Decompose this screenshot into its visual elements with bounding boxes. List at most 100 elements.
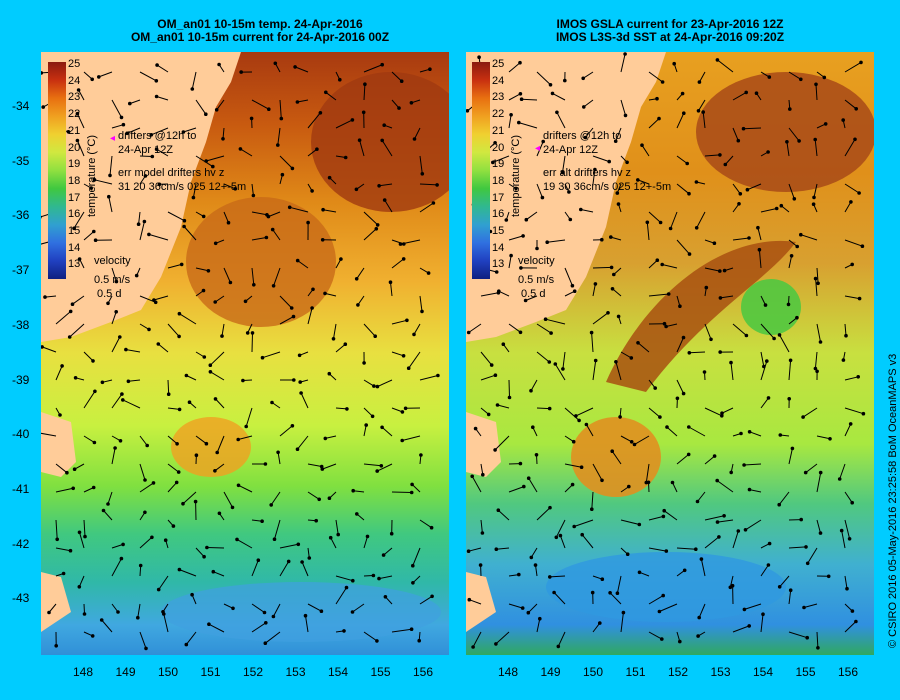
velocity-arrow-head bbox=[154, 94, 159, 99]
velocity-arrow-head bbox=[100, 380, 105, 385]
latitude-tick-label: -37 bbox=[12, 263, 30, 278]
velocity-arrow bbox=[676, 547, 696, 550]
velocity-arrow bbox=[157, 343, 169, 353]
velocity-arrow-head bbox=[179, 262, 184, 267]
velocity-arrow-head bbox=[694, 547, 698, 551]
velocity-arrow-head bbox=[509, 113, 513, 117]
velocity-arrow bbox=[251, 237, 267, 241]
velocity-arrow bbox=[814, 351, 818, 369]
velocity-arrow-head bbox=[577, 418, 581, 423]
velocity-arrow bbox=[55, 547, 71, 552]
velocity-arrow-head bbox=[610, 287, 615, 291]
velocity-arrow bbox=[279, 99, 282, 119]
velocity-arrow-head bbox=[786, 302, 791, 307]
velocity-arrow-head bbox=[790, 446, 795, 451]
velocity-arrow bbox=[721, 407, 734, 414]
velocity-arrow bbox=[408, 351, 421, 369]
velocity-arrow bbox=[732, 91, 747, 101]
velocity-arrow bbox=[179, 313, 197, 325]
velocity-arrow-head bbox=[382, 123, 387, 127]
longitude-tick-label: 149 bbox=[115, 665, 136, 679]
velocity-arrow-head bbox=[550, 91, 555, 96]
velocity-arrow-head bbox=[420, 172, 425, 176]
velocity-arrow-head bbox=[637, 522, 642, 527]
land-mainland bbox=[466, 52, 666, 342]
colorbar-tick-label: 13 bbox=[68, 258, 81, 271]
velocity-arrow bbox=[419, 519, 432, 529]
velocity-arrow-head bbox=[473, 426, 478, 431]
velocity-arrow-head bbox=[799, 232, 803, 237]
velocity-arrow bbox=[702, 112, 706, 129]
velocity-arrow bbox=[645, 463, 650, 483]
velocity-arrow bbox=[536, 507, 551, 521]
velocity-arrow-head bbox=[772, 336, 776, 341]
velocity-arrow-head bbox=[343, 342, 348, 347]
velocity-arrow-head bbox=[177, 334, 181, 339]
velocity-arrow-head bbox=[364, 423, 369, 427]
velocity-arrow-head bbox=[320, 467, 325, 471]
velocity-arrow-head bbox=[540, 195, 545, 200]
velocity-arrow-head bbox=[789, 254, 794, 258]
velocity-arrow bbox=[251, 211, 267, 216]
velocity-arrow-head bbox=[767, 75, 772, 79]
velocity-arrow bbox=[508, 379, 510, 398]
velocity-arrow-head bbox=[217, 511, 222, 516]
velocity-arrow-head bbox=[190, 592, 194, 597]
velocity-arrow-head bbox=[187, 400, 192, 405]
velocity-arrow bbox=[688, 426, 706, 437]
velocity-arrow bbox=[384, 199, 393, 213]
velocity-arrow-head bbox=[41, 71, 44, 75]
velocity-arrow-head bbox=[383, 595, 388, 599]
velocity-arrow-head bbox=[295, 447, 300, 452]
land-south bbox=[41, 572, 71, 632]
velocity-arrow-head bbox=[260, 519, 264, 523]
velocity-arrow-head bbox=[379, 464, 384, 468]
velocity-arrow-head bbox=[792, 197, 797, 201]
velocity-arrow-head bbox=[276, 143, 280, 147]
velocity-arrow bbox=[802, 407, 818, 418]
left-drifters-label-1: drifters @12h to bbox=[118, 130, 197, 142]
velocity-arrow-head bbox=[221, 137, 225, 141]
velocity-arrow-head bbox=[723, 162, 728, 167]
velocity-arrow-head bbox=[623, 113, 628, 118]
velocity-arrow bbox=[274, 519, 281, 540]
velocity-arrow bbox=[615, 127, 622, 142]
velocity-arrow-head bbox=[533, 563, 538, 567]
velocity-arrow-head bbox=[162, 612, 166, 616]
velocity-arrow-head bbox=[613, 139, 618, 143]
velocity-arrow bbox=[704, 455, 715, 465]
velocity-arrow-head bbox=[655, 258, 660, 262]
velocity-arrow-head bbox=[494, 642, 498, 646]
velocity-arrow bbox=[279, 155, 293, 169]
velocity-arrow-head bbox=[228, 280, 233, 285]
velocity-arrow-head bbox=[729, 470, 733, 475]
velocity-arrow-head bbox=[547, 406, 552, 411]
left-title: OM_an01 10-15m temp. 24-Apr-2016 OM_an01… bbox=[60, 18, 460, 44]
velocity-arrow-head bbox=[235, 537, 239, 542]
velocity-arrow-head bbox=[297, 353, 302, 358]
velocity-arrow-head bbox=[420, 309, 424, 314]
velocity-arrow bbox=[167, 379, 170, 395]
longitude-tick-label: 150 bbox=[158, 665, 179, 679]
velocity-arrow-head bbox=[709, 337, 713, 342]
velocity-arrow-head bbox=[314, 518, 319, 523]
velocity-arrow bbox=[183, 127, 197, 133]
velocity-arrow bbox=[122, 399, 141, 409]
velocity-arrow-head bbox=[155, 63, 159, 67]
velocity-arrow bbox=[472, 631, 482, 648]
latitude-tick-label: -34 bbox=[12, 99, 30, 113]
velocity-arrow-head bbox=[547, 360, 552, 364]
velocity-arrow bbox=[575, 407, 594, 417]
velocity-arrow-head bbox=[743, 528, 748, 532]
velocity-arrow-head bbox=[636, 341, 640, 345]
velocity-arrow-head bbox=[90, 634, 95, 638]
velocity-arrow-head bbox=[722, 514, 726, 518]
velocity-arrow bbox=[536, 351, 550, 363]
velocity-arrow-head bbox=[640, 143, 644, 147]
velocity-arrow-head bbox=[372, 384, 376, 388]
velocity-arrow bbox=[698, 603, 706, 618]
velocity-arrow-head bbox=[531, 425, 535, 430]
velocity-arrow-head bbox=[799, 517, 803, 522]
velocity-arrow bbox=[330, 537, 337, 549]
velocity-arrow-head bbox=[788, 588, 793, 592]
